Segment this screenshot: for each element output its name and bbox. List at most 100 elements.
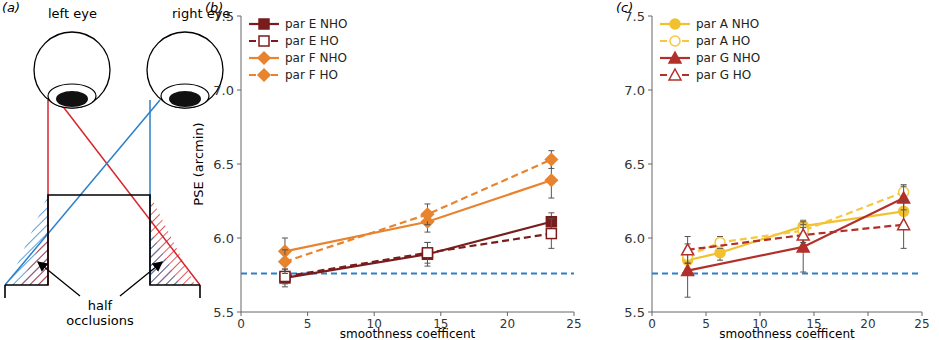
x-tick [507,312,508,316]
eye-label: left eye [48,6,97,21]
y-tick-label: 7.0 [624,83,645,98]
marker [546,229,556,239]
x-axis [241,312,574,313]
iris [161,84,209,108]
y-tick-label: 6.5 [624,157,645,172]
y-tick [648,164,652,165]
x-axis [652,312,922,313]
x-tick [922,312,923,316]
sight-line [5,100,160,285]
x-tick [814,312,815,316]
eye [34,32,110,108]
legend-label: par E NHO [285,17,348,31]
object [5,195,200,285]
x-tick-label: 0 [237,317,245,331]
diagram-label: occlusions [66,313,134,328]
x-axis-label: smoothness coefficent [719,327,855,340]
arrow [120,262,162,296]
series-line [285,160,551,262]
x-tick [374,312,375,316]
x-tick-label: 25 [914,317,929,331]
marker [422,248,432,258]
legend-marker [259,19,269,29]
y-tick-label: 6.0 [213,231,234,246]
x-tick-label: 5 [304,317,312,331]
y-tick [648,90,652,91]
legend-label: par A NHO [696,17,759,31]
half-occlusion [150,195,195,285]
figure: (a)left eyeright eyehalfocclusions(b)5.5… [0,0,939,340]
object [199,285,201,298]
marker [682,265,694,276]
legend-marker [259,36,269,46]
plot-area [652,185,922,297]
marker [545,174,557,186]
x-tick [706,312,707,316]
legend-marker [669,69,681,80]
eye [147,32,223,108]
marker [279,256,291,268]
x-tick [241,312,242,316]
y-tick [237,16,241,17]
legend-label: par F NHO [285,51,347,65]
pupil [56,91,88,107]
series-line [285,222,551,278]
chart: (c)5.56.06.57.07.50510152025smoothness c… [616,0,930,340]
x-tick [760,312,761,316]
arrow [38,262,80,296]
legend-label: par A HO [696,34,750,48]
x-tick-label: 0 [648,317,656,331]
object [4,285,6,298]
y-tick [237,312,241,313]
legend-marker [670,36,680,46]
legend: par A NHO par A HO par G NHO par G HO [660,17,760,82]
panel-label: (a) [2,0,20,15]
y-axis-label: PSE (arcmin) [191,122,206,205]
marker [421,208,433,220]
x-tick-label: 25 [566,317,581,331]
legend-label: par E HO [285,34,339,48]
sight-line [58,100,200,285]
chart: (b)5.56.06.57.07.50510152025smoothness c… [191,0,582,340]
y-tick-label: 7.0 [213,83,234,98]
x-tick [868,312,869,316]
series-line [285,180,551,251]
series-line [688,198,904,271]
legend-marker [258,52,270,64]
plot-area [241,151,574,287]
legend-label: par G NHO [696,51,760,65]
diagram-label: half [88,298,113,313]
marker [715,248,725,258]
marker [545,154,557,166]
marker [898,219,910,230]
y-tick-label: 6.5 [213,157,234,172]
marker [682,244,694,255]
x-tick-label: 5 [702,317,710,331]
x-axis-label: smoothness coefficent [340,327,476,340]
legend-label: par F HO [285,68,338,82]
y-tick [237,238,241,239]
y-tick [648,16,652,17]
legend-label: par G HO [696,68,751,82]
series-line [688,211,904,260]
series-line [688,192,904,256]
y-tick-label: 5.5 [624,305,645,320]
pupil [169,91,201,107]
marker [797,229,809,240]
series-line [688,225,904,250]
y-tick [648,238,652,239]
x-tick-label: 20 [500,317,515,331]
legend-marker [258,69,270,81]
series-line [285,234,551,277]
x-tick [440,312,441,316]
y-tick-label: 7.5 [624,9,645,24]
reference-line [241,273,574,275]
x-tick [652,312,653,316]
x-tick-label: 20 [860,317,875,331]
legend-marker [670,19,680,29]
y-tick [237,164,241,165]
diagram: (a)left eyeright eyehalfocclusions [2,0,230,328]
x-tick [574,312,575,316]
legend-marker [669,52,681,63]
y-tick-label: 7.5 [213,9,234,24]
